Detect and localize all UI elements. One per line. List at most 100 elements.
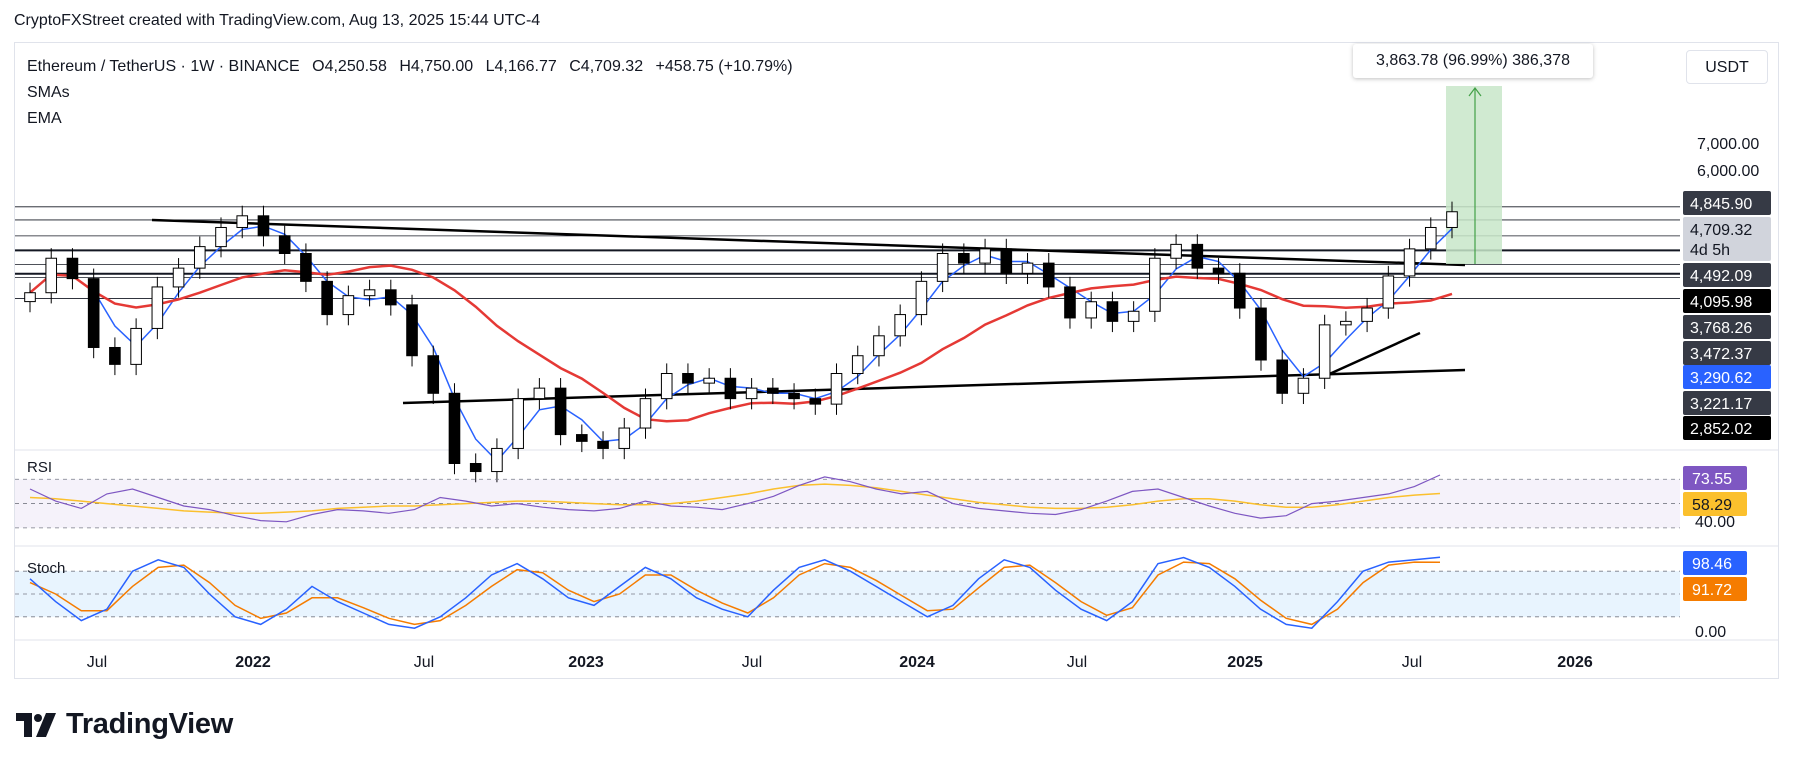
price-tag (1683, 289, 1771, 313)
candle-body (915, 280, 928, 316)
candle-body (724, 377, 737, 400)
candle-body (406, 304, 418, 357)
rsi-tag (1683, 466, 1747, 490)
candle-body (215, 226, 227, 248)
time-axis-label: Jul (1402, 654, 1422, 671)
candle-body (618, 427, 631, 449)
sma-slow-line (29, 264, 1453, 423)
rsi-ma-line (29, 483, 1441, 515)
candle-body (321, 280, 333, 316)
candle-body (788, 392, 800, 400)
candle-body (767, 387, 779, 394)
rsi-tag-value: 73.55 (1692, 471, 1732, 488)
tradingview-logo[interactable]: TradingView (16, 708, 233, 741)
price-tag-value: 4,845.90 (1690, 196, 1752, 213)
candle-body (1382, 275, 1395, 309)
stoch-tag-value: 98.46 (1692, 556, 1732, 573)
currency-button[interactable]: USDT (1686, 50, 1768, 84)
candle-body (1446, 211, 1458, 228)
measure-range (1446, 86, 1502, 264)
indicator-smas[interactable]: SMAs (27, 84, 70, 101)
price-tag-value: 3,221.17 (1690, 396, 1752, 413)
candle-body (1403, 248, 1416, 277)
rsi-pane-label[interactable]: RSI (27, 459, 53, 476)
stoch-pane-label[interactable]: Stoch (27, 560, 66, 577)
measure-tool (1446, 86, 1502, 264)
moving-averages (29, 225, 1453, 463)
candle-body (639, 398, 652, 429)
candle-body (1276, 359, 1289, 394)
symbol-row: Ethereum / TetherUS · 1W · BINANCE O4,25… (27, 54, 801, 80)
candle-body (109, 346, 121, 365)
time-axis-label: 2025 (1227, 654, 1263, 671)
tradingview-logo-icon (16, 712, 56, 737)
stoch-k-line (29, 556, 1441, 629)
candle-body (979, 248, 991, 264)
price-tag (1683, 341, 1771, 365)
candle-body (1127, 310, 1140, 322)
candle-body (512, 398, 524, 449)
candle-body (278, 235, 291, 254)
candle-body (236, 215, 249, 228)
candle-body (1361, 307, 1373, 322)
candle-body (1106, 301, 1119, 322)
candle-body (682, 372, 694, 384)
price-axis: 7,000.00 6,000.00 4,845.90 4,709.32 4d 5h 4,4… (1683, 136, 1771, 440)
candle-body (300, 252, 312, 282)
price-tag (1683, 416, 1771, 440)
chart-legend: Ethereum / TetherUS · 1W · BINANCE O4,25… (27, 54, 801, 132)
candle-body (151, 286, 164, 329)
candle-body (45, 257, 58, 294)
price-tag-value: 3,290.62 (1690, 370, 1752, 387)
symbol-name[interactable]: Ethereum / TetherUS · 1W · BINANCE (27, 58, 300, 75)
descending-trendline (151, 218, 1466, 267)
candle-body (193, 246, 206, 269)
price-tag-value: 4,709.32 (1690, 222, 1752, 239)
stoch-axis-label: 0.00 (1695, 624, 1726, 641)
time-axis-label: 2023 (568, 654, 604, 671)
price-tag (1683, 365, 1771, 389)
candle-body (342, 295, 355, 316)
candle-body (427, 355, 440, 394)
ohlc-low: L4,166.77 (485, 58, 557, 75)
price-tag-countdown: 4d 5h (1690, 242, 1730, 259)
candle-body (469, 462, 482, 473)
rsi-pane: 40.00 73.55 58.29 (15, 466, 1747, 531)
candle-body (257, 215, 270, 237)
price-tag (1683, 217, 1771, 261)
price-tag (1683, 315, 1771, 339)
price-tag-value: 4,095.98 (1690, 294, 1752, 311)
candle-body (1191, 243, 1204, 269)
price-axis-label: 6,000.00 (1697, 163, 1759, 180)
sma-fast-line (29, 225, 1453, 463)
candle-body (385, 289, 397, 306)
time-axis-label: 2026 (1557, 654, 1593, 671)
candle-body (597, 440, 609, 449)
candle-body (958, 252, 970, 264)
candle-body (1170, 243, 1182, 259)
candle-body (24, 292, 36, 303)
price-tag (1683, 391, 1771, 415)
candle-body (1149, 257, 1161, 312)
price-axis-label: 7,000.00 (1697, 136, 1759, 153)
price-tag (1683, 263, 1771, 287)
stoch-tag (1683, 577, 1747, 601)
time-axis-label: 2022 (235, 654, 271, 671)
price-tag-value: 3,768.26 (1690, 320, 1752, 337)
candle-body (172, 267, 185, 288)
time-axis-label: Jul (742, 654, 762, 671)
candle-body (936, 252, 949, 282)
candle-body (851, 355, 864, 374)
measure-label: 3,863.78 (96.99%) 386,378 (1353, 44, 1593, 78)
candle-body (1255, 307, 1267, 361)
candle-body (1212, 267, 1225, 274)
stoch-d-line (29, 561, 1441, 626)
level-lines (15, 206, 1779, 641)
price-tag-value: 2,852.02 (1690, 421, 1752, 438)
candle-body (894, 314, 906, 337)
rsi-axis-label: 40.00 (1695, 514, 1735, 531)
price-tag-value: 3,472.37 (1690, 346, 1752, 363)
indicator-ema[interactable]: EMA (27, 110, 62, 127)
candle-body (703, 377, 715, 384)
